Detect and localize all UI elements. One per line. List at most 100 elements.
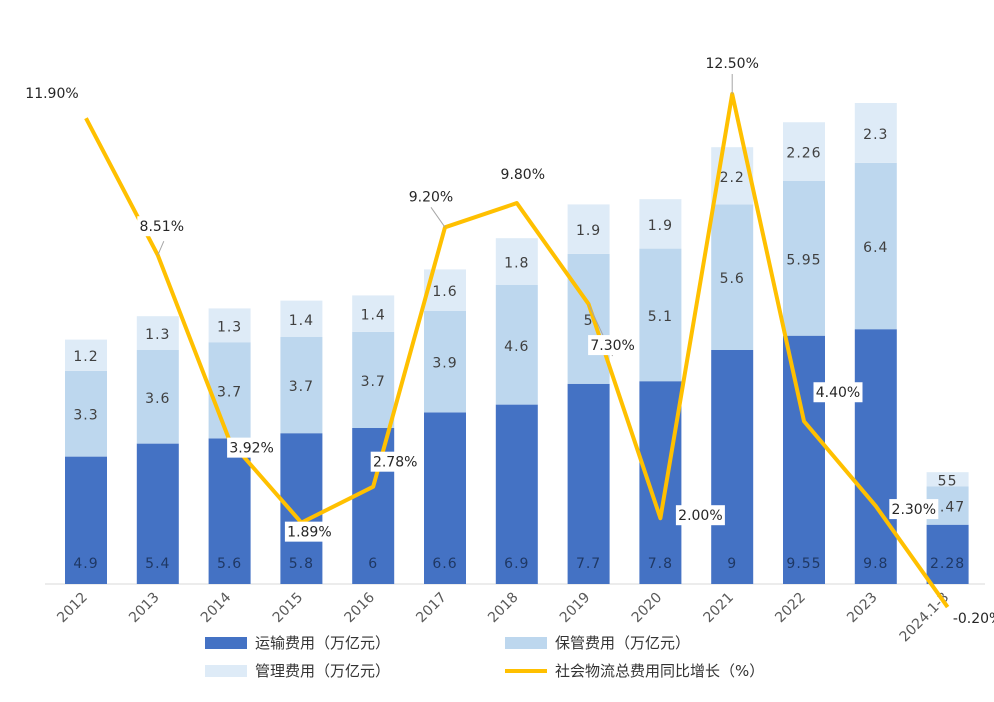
bar-label-s3-7: 1.9 <box>576 223 601 239</box>
legend-label-growth: 社会物流总费用同比增长（%） <box>555 662 765 680</box>
bar-s2-1 <box>136 350 179 444</box>
bar-s3-1 <box>136 316 179 350</box>
growth-label-7: 7.30% <box>590 338 634 354</box>
bar-label-s3-5: 1.6 <box>432 284 457 300</box>
bar-s2-11 <box>854 162 897 330</box>
growth-label-3: 1.89% <box>287 525 331 541</box>
x-tick-label-4: 2016 <box>342 589 379 626</box>
bar-label-s3-1: 1.3 <box>145 327 170 343</box>
bar-s3-2 <box>208 308 251 343</box>
bar-s2-10 <box>783 181 825 336</box>
legend-label-storage: 保管费用（万亿元） <box>555 634 691 652</box>
bar-s2-5 <box>424 311 466 413</box>
bar-s2-7 <box>567 253 610 384</box>
bar-s1-1 <box>136 443 179 584</box>
bar-s2-4 <box>352 331 395 428</box>
bar-s1-2 <box>208 438 251 584</box>
bar-label-s2-6: 4.6 <box>504 339 529 355</box>
bar-label-s1-1: 5.4 <box>145 556 170 572</box>
bar-s3-4 <box>352 295 395 332</box>
bar-s1-12 <box>926 524 969 584</box>
bar-label-s1-4: 6 <box>368 556 378 572</box>
x-tick-label-6: 2018 <box>485 590 522 627</box>
x-tick-label-2: 2014 <box>198 589 235 626</box>
bar-label-s1-10: 9.55 <box>786 556 821 572</box>
growth-label-bg-3 <box>284 521 334 542</box>
growth-label-0: 11.90% <box>25 86 78 102</box>
bar-s3-0 <box>65 339 107 371</box>
bar-label-s2-3: 3.7 <box>289 379 314 395</box>
x-tick-label-9: 2021 <box>701 590 738 627</box>
legend-item-growth: 社会物流总费用同比增长（%） <box>505 660 764 681</box>
growth-label-bg-1 <box>137 216 187 237</box>
bar-label-s3-9: 2.2 <box>720 170 745 186</box>
growth-leader-5 <box>430 207 446 228</box>
x-tick-label-0: 2012 <box>54 590 91 627</box>
growth-label-bg-0 <box>23 83 81 104</box>
x-tick-label-3: 2015 <box>270 590 307 627</box>
x-tick-label-5: 2017 <box>413 590 450 627</box>
bar-s3-11 <box>854 103 897 163</box>
growth-label-10: 4.40% <box>816 385 860 401</box>
bar-label-s2-8: 5.1 <box>648 309 673 325</box>
bar-label-s1-11: 9.8 <box>863 556 888 572</box>
legend-swatch-growth <box>505 668 547 673</box>
bar-s3-8 <box>639 199 682 249</box>
bar-s2-3 <box>280 337 323 434</box>
bar-label-s3-10: 2.26 <box>786 146 821 162</box>
growth-label-4: 2.78% <box>373 455 417 471</box>
growth-label-bg-12 <box>948 608 994 629</box>
growth-label-6: 9.80% <box>501 167 545 183</box>
growth-label-bg-7 <box>588 335 638 356</box>
bar-label-s1-9: 9 <box>727 556 737 572</box>
bar-s1-5 <box>424 412 466 584</box>
bar-s2-0 <box>65 370 107 457</box>
bar-label-s1-5: 6.6 <box>432 556 457 572</box>
growth-label-5: 9.20% <box>409 189 453 205</box>
bar-label-s1-2: 5.6 <box>217 556 242 572</box>
legend-label-management: 管理费用（万亿元） <box>255 662 391 680</box>
growth-label-bg-2 <box>227 437 277 458</box>
bar-label-s1-8: 7.8 <box>648 556 673 572</box>
x-tick-label-10: 2022 <box>772 590 809 627</box>
bar-label-s2-12: 1.47 <box>930 500 965 516</box>
growth-label-bg-6 <box>498 164 548 185</box>
bar-label-s2-11: 6.4 <box>863 240 888 256</box>
bar-label-s2-7: 5 <box>584 313 594 329</box>
legend-swatch-storage <box>505 636 547 649</box>
legend-item-transport: 运输费用（万亿元） <box>205 632 390 653</box>
bar-s2-8 <box>639 248 682 382</box>
growth-label-bg-8 <box>675 505 725 526</box>
growth-label-2: 3.92% <box>229 441 273 457</box>
x-tick-label-8: 2020 <box>629 590 666 627</box>
bar-s3-6 <box>495 238 538 285</box>
bar-label-s2-2: 3.7 <box>217 384 242 400</box>
legend-swatch-transport <box>205 636 247 649</box>
bar-label-s3-6: 1.8 <box>504 256 529 272</box>
legend-item-management: 管理费用（万亿元） <box>205 660 390 681</box>
bar-s1-11 <box>854 329 897 584</box>
bar-s3-12 <box>926 472 969 487</box>
bar-s3-7 <box>567 204 610 254</box>
legend-item-storage: 保管费用（万亿元） <box>505 632 690 653</box>
growth-label-1: 8.51% <box>140 219 184 235</box>
bar-s1-7 <box>567 383 610 584</box>
legend: 运输费用（万亿元） 保管费用（万亿元） 管理费用（万亿元） 社会物流总费用同比增… <box>205 630 825 690</box>
growth-label-bg-10 <box>813 382 863 403</box>
bar-s2-2 <box>208 342 251 439</box>
growth-label-9: 12.50% <box>706 56 759 72</box>
bar-s3-10 <box>783 122 825 181</box>
bar-label-s3-0: 1.2 <box>73 349 98 365</box>
bar-label-s3-2: 1.3 <box>217 319 242 335</box>
growth-label-bg-11 <box>889 499 939 520</box>
growth-leader-1 <box>157 240 165 256</box>
bar-label-s2-5: 3.9 <box>432 356 457 372</box>
legend-label-transport: 运输费用（万亿元） <box>255 634 391 652</box>
growth-label-11: 2.30% <box>892 502 936 518</box>
bar-label-s2-9: 5.6 <box>720 271 745 287</box>
bar-s1-8 <box>639 381 682 584</box>
bar-s1-10 <box>783 335 825 584</box>
bar-label-s3-4: 1.4 <box>361 308 386 324</box>
